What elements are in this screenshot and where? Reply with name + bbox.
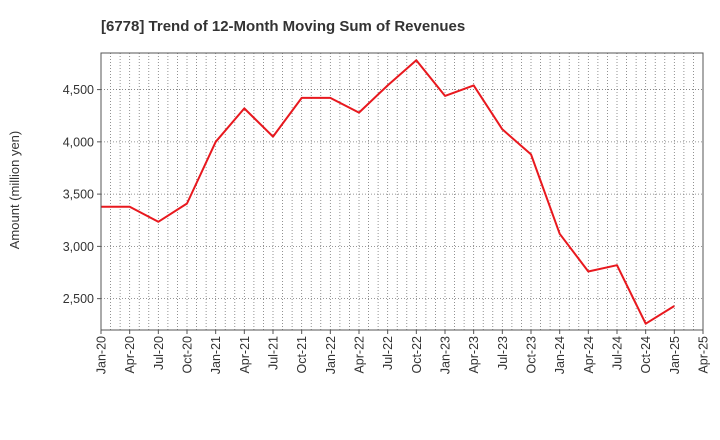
x-tick-label: Apr-22	[353, 336, 367, 374]
x-tick-label: Jan-21	[209, 336, 223, 374]
x-tick-label: Jan-25	[668, 336, 682, 374]
x-axis-ticks: Jan-20 Apr-20 Jul-20 Oct-20 Jan-21 Apr-21 Jul-…	[95, 330, 711, 374]
y-tick-label: 4,500	[63, 83, 94, 97]
y-axis-label: Amount (million yen)	[7, 131, 22, 250]
x-tick-label: Apr-25	[697, 336, 711, 374]
x-tick-label: Jul-24	[611, 336, 625, 370]
x-tick-label: Jan-24	[553, 336, 567, 374]
y-tick-label: 3,000	[63, 240, 94, 254]
y-tick-label: 2,500	[63, 292, 94, 306]
x-tick-label: Oct-21	[295, 336, 309, 374]
x-tick-label: Jan-23	[439, 336, 453, 374]
x-tick-label: Oct-22	[410, 336, 424, 374]
y-axis-ticks: 2,500 3,000 3,500 4,000 4,500	[63, 83, 101, 306]
x-tick-label: Oct-23	[525, 336, 539, 374]
x-tick-label: Apr-23	[467, 336, 481, 374]
plot-area-frame	[100, 52, 704, 331]
x-tick-label: Jul-23	[496, 336, 510, 370]
chart-title: [6778] Trend of 12-Month Moving Sum of R…	[101, 18, 465, 35]
x-tick-label: Jul-22	[381, 336, 395, 370]
x-tick-label: Oct-20	[181, 336, 195, 374]
x-tick-label: Jul-20	[152, 336, 166, 370]
grid-lines	[101, 53, 703, 330]
series-line	[101, 59, 675, 325]
x-tick-label: Apr-24	[582, 336, 596, 374]
x-tick-label: Jan-22	[324, 336, 338, 374]
x-tick-label: Jul-21	[267, 336, 281, 370]
x-tick-label: Jan-20	[95, 336, 109, 374]
x-tick-label: Apr-20	[123, 336, 137, 374]
y-tick-label: 4,000	[63, 135, 94, 149]
y-tick-label: 3,500	[63, 188, 94, 202]
x-tick-label: Oct-24	[639, 336, 653, 374]
x-tick-label: Apr-21	[238, 336, 252, 374]
